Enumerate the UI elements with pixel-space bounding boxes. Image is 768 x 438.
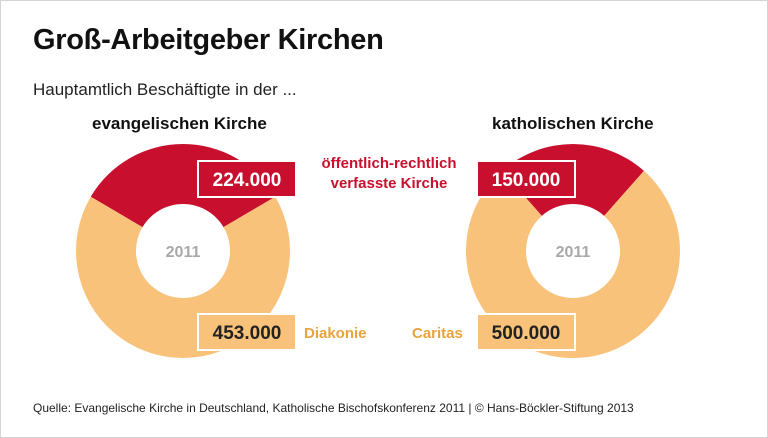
- katholisch-segment-caritas-badge: [476, 313, 576, 351]
- legend-public-church: öffentlich-rechtlich verfasste Kirche: [314, 154, 464, 194]
- katholisch-segment-caritas: [466, 170, 680, 358]
- evangelisch-segment-public-church-badge: [197, 160, 297, 198]
- chart-subtitle: Hauptamtlich Beschäftigte in der ...: [33, 80, 297, 99]
- legend-caritas: Caritas: [412, 325, 463, 342]
- katholisch-segment-public-church-badge: [476, 160, 576, 198]
- katholisch-segment-caritas-value-label: 500.000: [492, 323, 561, 344]
- evangelisch-center-year: 2011: [166, 244, 201, 261]
- evangelisch-segment-diakonie-value-label: 453.000: [213, 323, 282, 344]
- legend-diakonie: Diakonie: [304, 325, 367, 342]
- legend-public-church-line2: verfasste Kirche: [330, 175, 448, 192]
- katholisch-segment-public-church-value-label: 150.000: [492, 170, 561, 191]
- chart-title: Groß-Arbeitgeber Kirchen: [33, 24, 384, 56]
- evangelisch-segment-public-church-value-label: 224.000: [213, 170, 282, 191]
- evangelisch-segment-diakonie-badge: [197, 313, 297, 351]
- left-chart-heading: evangelischen Kirche: [92, 114, 267, 133]
- source-note: Quelle: Evangelische Kirche in Deutschla…: [33, 401, 634, 415]
- right-chart-heading: katholischen Kirche: [492, 114, 654, 133]
- legend-public-church-line1: öffentlich-rechtlich: [321, 155, 457, 172]
- katholisch-center-year: 2011: [556, 244, 591, 261]
